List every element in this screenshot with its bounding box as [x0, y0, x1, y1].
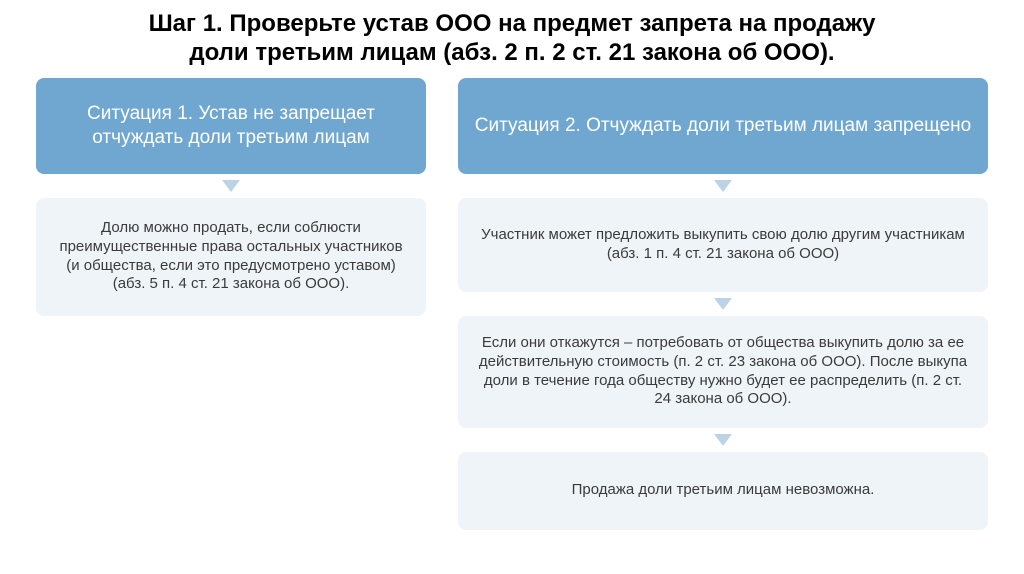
situation-2-body-2: Если они откажутся – потребовать от обще… [458, 316, 988, 428]
situation-2-header-text: Ситуация 2. Отчуждать доли третьим лицам… [475, 114, 971, 138]
arrow-down-icon [714, 180, 732, 192]
columns: Ситуация 1. Устав не запрещает отчуждать… [28, 78, 996, 530]
situation-2-body-1: Участник может предложить выкупить свою … [458, 198, 988, 292]
title-line-1: Шаг 1. Проверьте устав ООО на предмет за… [149, 10, 876, 37]
situation-2-header: Ситуация 2. Отчуждать доли третьим лицам… [458, 78, 988, 174]
situation-2-body-3-text: Продажа доли третьим лицам невозможна. [572, 481, 875, 500]
situation-1-column: Ситуация 1. Устав не запрещает отчуждать… [36, 78, 426, 530]
title-line-2: доли третьим лицам (абз. 2 п. 2 ст. 21 з… [189, 39, 834, 66]
situation-2-body-2-text: Если они откажутся – потребовать от обще… [474, 334, 972, 409]
arrow-down-icon [714, 434, 732, 446]
situation-2-body-3: Продажа доли третьим лицам невозможна. [458, 452, 988, 530]
situation-1-body-text: Долю можно продать, если соблюсти преиму… [52, 219, 410, 294]
situation-2-body-1-text: Участник может предложить выкупить свою … [474, 226, 972, 264]
situation-1-header-text: Ситуация 1. Устав не запрещает отчуждать… [50, 102, 412, 150]
situation-2-column: Ситуация 2. Отчуждать доли третьим лицам… [458, 78, 988, 530]
situation-1-body: Долю можно продать, если соблюсти преиму… [36, 198, 426, 316]
page-title: Шаг 1. Проверьте устав ООО на предмет за… [28, 10, 996, 68]
arrow-down-icon [222, 180, 240, 192]
situation-1-header: Ситуация 1. Устав не запрещает отчуждать… [36, 78, 426, 174]
arrow-down-icon [714, 298, 732, 310]
